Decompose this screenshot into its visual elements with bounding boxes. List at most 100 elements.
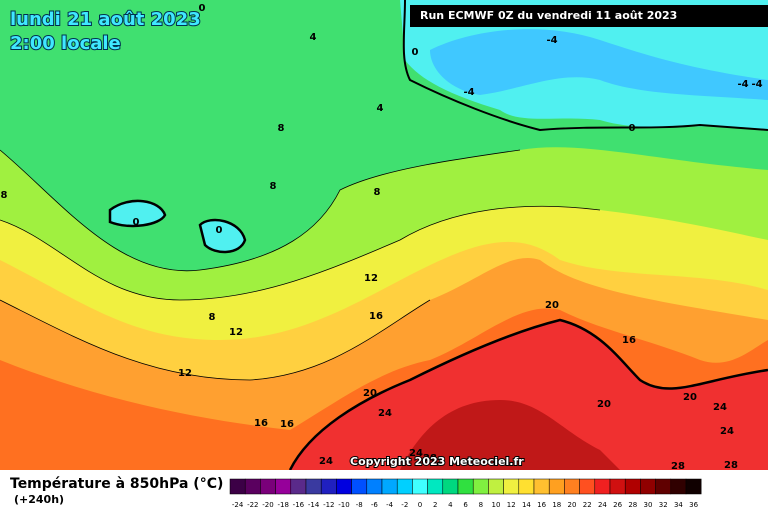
scale-label: 8 bbox=[479, 501, 483, 509]
contour-label: 12 bbox=[178, 368, 192, 379]
contour-label: 28 bbox=[724, 460, 738, 471]
scale-label: 36 bbox=[689, 501, 698, 509]
contour-label: 16 bbox=[254, 418, 268, 429]
lead-time: (+240h) bbox=[14, 493, 64, 506]
contour-label: 20 bbox=[683, 392, 697, 403]
scale-label: -2 bbox=[401, 501, 408, 509]
scale-label: 16 bbox=[537, 501, 546, 509]
color-swatch bbox=[412, 478, 428, 495]
contour-labels: 040-4-440-4 -4888800121681212201620242020… bbox=[1, 3, 763, 472]
band bbox=[290, 320, 768, 470]
contour-line bbox=[0, 205, 601, 301]
color-swatch bbox=[533, 478, 550, 495]
run-info: Run ECMWF 0Z du vendredi 11 août 2023 bbox=[420, 9, 677, 22]
scale-label: 14 bbox=[522, 501, 531, 509]
contour-label: -4 bbox=[546, 35, 557, 46]
scale-label: -20 bbox=[262, 501, 273, 509]
scale-label: 22 bbox=[583, 501, 592, 509]
contour-line bbox=[402, 0, 768, 132]
scale-label: 6 bbox=[463, 501, 468, 509]
scale-label: -14 bbox=[308, 501, 320, 509]
contour-label: 16 bbox=[280, 419, 294, 430]
color-swatch bbox=[472, 478, 489, 495]
scale-label: -8 bbox=[356, 501, 363, 509]
scale-label: -10 bbox=[338, 501, 349, 509]
run-banner bbox=[410, 5, 768, 27]
contour-label: -4 bbox=[737, 79, 748, 90]
temperature-map bbox=[0, 0, 768, 471]
scale-label: 0 bbox=[418, 501, 422, 509]
contour-label: 20 bbox=[363, 388, 377, 399]
contour-label: 12 bbox=[364, 273, 378, 284]
contour-line bbox=[288, 318, 768, 471]
color-swatch bbox=[442, 478, 459, 495]
contour-label: 4 bbox=[377, 103, 384, 114]
color-swatch bbox=[518, 478, 535, 495]
cold-pool bbox=[198, 218, 247, 254]
color-scale: -24 -22 -20 -18 -16 -14 -12 -10 -8 -6 -4 -2 0 2 4 6 8 10 1… bbox=[229, 478, 702, 509]
scale-label: -18 bbox=[277, 501, 288, 509]
scale-label: 34 bbox=[674, 501, 683, 509]
color-swatch bbox=[336, 478, 352, 495]
color-swatch bbox=[366, 478, 383, 495]
contour-label: 8 bbox=[374, 187, 381, 198]
contour-line bbox=[0, 149, 521, 272]
copyright: Copyright 2023 Meteociel.fr bbox=[350, 455, 524, 468]
color-swatch bbox=[670, 478, 687, 495]
contour-label: 8 bbox=[270, 181, 277, 192]
color-swatch bbox=[488, 478, 504, 495]
contour-line bbox=[0, 299, 431, 381]
color-swatch bbox=[548, 478, 565, 495]
color-swatch bbox=[351, 478, 368, 495]
contour-label: 16 bbox=[622, 335, 636, 346]
scale-label: -16 bbox=[293, 501, 305, 509]
color-swatch bbox=[290, 478, 307, 495]
scale-label: -24 bbox=[232, 501, 244, 509]
color-swatch bbox=[396, 478, 413, 495]
contour-label: -4 bbox=[751, 79, 762, 90]
scale-label: 28 bbox=[628, 501, 637, 509]
color-swatch bbox=[564, 478, 580, 495]
scale-label: -12 bbox=[323, 501, 334, 509]
contour-label: 0 bbox=[216, 225, 223, 236]
color-swatch bbox=[655, 478, 672, 495]
color-swatch bbox=[427, 478, 444, 495]
map-date: lundi 21 août 2023 bbox=[10, 9, 201, 30]
contour-label: 8 bbox=[278, 123, 285, 134]
color-swatch bbox=[457, 478, 474, 495]
color-swatch bbox=[503, 478, 520, 495]
cold-core bbox=[430, 29, 768, 101]
band bbox=[400, 400, 620, 470]
contour-label: 24 bbox=[720, 426, 734, 437]
scale-label: -22 bbox=[247, 501, 258, 509]
contour-label: 0 bbox=[629, 123, 636, 134]
contour-label: 0 bbox=[412, 47, 419, 58]
scale-label: 18 bbox=[552, 501, 561, 509]
contour-label: 24 bbox=[713, 402, 727, 413]
scale-label: -6 bbox=[371, 501, 379, 509]
color-swatch bbox=[260, 478, 276, 495]
scale-label: 4 bbox=[448, 501, 453, 509]
legend-title: Température à 850hPa (°C) bbox=[10, 476, 223, 492]
contour-label: 8 bbox=[1, 190, 8, 201]
color-swatch bbox=[305, 478, 322, 495]
cold-pool bbox=[108, 199, 167, 228]
contour-label: 20 bbox=[597, 399, 611, 410]
scale-label: -4 bbox=[386, 501, 394, 509]
contour-label: 28 bbox=[671, 461, 685, 472]
contour-label: 4 bbox=[310, 32, 317, 43]
scale-label: 26 bbox=[613, 501, 622, 509]
contour-label: 20 bbox=[545, 300, 559, 311]
color-swatch bbox=[229, 478, 246, 495]
scale-label: 12 bbox=[507, 501, 516, 509]
color-swatch bbox=[320, 478, 337, 495]
contour-label: 24 bbox=[319, 456, 333, 467]
contour-label: 0 bbox=[199, 3, 206, 14]
contour-label: 0 bbox=[133, 217, 140, 228]
color-swatch bbox=[640, 478, 656, 495]
map-time: 2:00 locale bbox=[10, 33, 121, 54]
color-swatch bbox=[624, 478, 641, 495]
color-swatch bbox=[609, 478, 626, 495]
scale-label: 2 bbox=[433, 501, 437, 509]
scale-label: 30 bbox=[644, 501, 653, 509]
